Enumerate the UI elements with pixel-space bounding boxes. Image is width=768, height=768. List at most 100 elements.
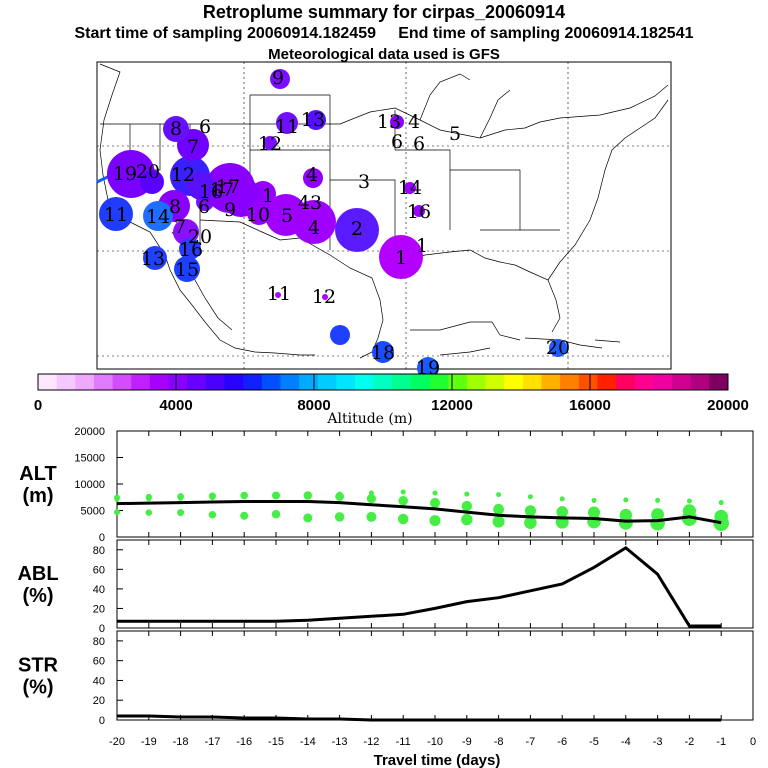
- map-point-blob: [330, 325, 350, 345]
- map-label: 5: [281, 205, 293, 227]
- colorbar-swatch: [485, 374, 505, 390]
- map-label: 1: [262, 185, 274, 207]
- colorbar-swatch: [709, 374, 729, 390]
- colorbar-swatch: [187, 374, 207, 390]
- alt-scatter-point: [686, 498, 692, 504]
- map-label: 14: [146, 206, 170, 228]
- x-tick-label: -12: [363, 736, 379, 748]
- alt-scatter-point: [559, 496, 565, 502]
- x-tick-label: -14: [300, 736, 316, 748]
- colorbar-swatch: [653, 374, 673, 390]
- map-point-9: [205, 163, 255, 213]
- y-tick-label: 80: [93, 545, 105, 557]
- colorbar-swatch: [597, 374, 617, 390]
- colorbar-swatch: [355, 374, 375, 390]
- alt-scatter-point: [713, 515, 729, 531]
- colorbar-swatch: [541, 374, 561, 390]
- colorbar-swatch: [261, 374, 281, 390]
- colorbar-swatch: [38, 374, 58, 390]
- map-label: 16: [179, 239, 203, 261]
- map-label: 17: [210, 179, 234, 201]
- panel-ylabel: (m): [22, 485, 53, 507]
- map-label: 7: [174, 216, 186, 238]
- alt-scatter-point: [114, 509, 120, 516]
- alt-scatter-point: [524, 505, 537, 517]
- alt-scatter-point: [587, 514, 601, 529]
- colorbar-swatch: [299, 374, 319, 390]
- colorbar-tick-label: 0: [34, 397, 42, 414]
- alt-scatter-point: [556, 506, 568, 518]
- map-label: 14: [398, 177, 422, 199]
- map-label: 1: [416, 235, 428, 257]
- map-label: 16: [407, 201, 431, 223]
- map-label: 9: [224, 199, 236, 221]
- map-frame: [96, 61, 672, 370]
- colorbar-swatch: [112, 374, 132, 390]
- alt-scatter-point: [271, 509, 281, 519]
- y-tick-label: 20: [93, 603, 105, 615]
- y-tick-label: 40: [93, 584, 105, 596]
- map-label: 6: [413, 133, 425, 155]
- alt-scatter-point: [718, 500, 724, 506]
- y-tick-label: 40: [93, 675, 105, 687]
- alt-scatter-point: [461, 513, 473, 526]
- alt-scatter-point: [524, 516, 537, 529]
- map-label: 3: [358, 171, 370, 193]
- colorbar-tick-label: 12000: [431, 397, 473, 414]
- map-label: 1: [395, 247, 407, 269]
- altitude-colorbar: 0 4000 8000 12000 16000 20000: [34, 373, 749, 414]
- colorbar-swatch: [336, 374, 356, 390]
- map-point-11: [99, 197, 133, 231]
- alt-scatter-point: [208, 510, 217, 519]
- colorbar-swatch: [616, 374, 636, 390]
- map-point-5: [265, 194, 307, 236]
- colorbar-swatch: [205, 374, 225, 390]
- colorbar-swatch: [93, 374, 114, 390]
- map-label: 15: [175, 259, 199, 281]
- alt-scatter-point: [527, 494, 533, 500]
- y-tick-label: 15000: [74, 453, 105, 465]
- alt-scatter-point: [400, 489, 406, 495]
- colorbar-swatch: [75, 374, 95, 390]
- abl-panel-line: [117, 545, 722, 628]
- panel-frame: [116, 630, 754, 721]
- colorbar-tick-label: 20000: [707, 397, 749, 414]
- alt-scatter-point: [177, 509, 185, 517]
- alt-scatter-point: [464, 491, 470, 497]
- alt-scatter-point: [145, 509, 153, 516]
- y-tick-label: 20: [93, 695, 105, 707]
- map-point-blob: [413, 205, 425, 217]
- alt-scatter-point: [496, 492, 502, 498]
- x-tick-label: -7: [526, 736, 536, 748]
- alt-scatter-point: [208, 492, 216, 500]
- colorbar-tick-label: 16000: [569, 397, 611, 414]
- colorbar-swatch: [280, 374, 300, 390]
- y-tick-label: 20000: [74, 426, 105, 438]
- colorbar-swatch: [149, 374, 170, 390]
- chart-title: Retroplume summary for cirpas_20060914: [202, 2, 566, 22]
- x-tick-label: -4: [621, 736, 631, 748]
- colorbar-swatch: [373, 374, 393, 390]
- alt-scatter-point: [303, 491, 312, 500]
- x-tick-label: -20: [109, 736, 125, 748]
- y-tick-label: 0: [99, 532, 105, 544]
- alt-scatter-point: [397, 513, 409, 525]
- str-panel: 0 20 40 60 80 STR(%): [18, 630, 754, 727]
- map-label: 8: [170, 118, 182, 140]
- map-point-2: [335, 208, 379, 252]
- alt-scatter-point: [461, 500, 472, 512]
- abl-panel: 0 20 40 60 80 ABL(%): [17, 539, 754, 635]
- colorbar-swatch: [690, 374, 710, 390]
- x-tick-label: -1: [716, 736, 726, 748]
- alt-scatter-point: [335, 492, 344, 501]
- map-label: 5: [449, 123, 461, 145]
- map-point-16: [179, 238, 201, 260]
- met-data-label: Meteorological data used is GFS: [268, 46, 500, 63]
- x-tick-label: -15: [268, 736, 284, 748]
- colorbar-swatch: [317, 374, 337, 390]
- alt-panel-line: [116, 500, 722, 525]
- y-tick-label: 0: [99, 715, 105, 727]
- map-label: 7: [187, 136, 199, 158]
- colorbar-swatch: [634, 374, 654, 390]
